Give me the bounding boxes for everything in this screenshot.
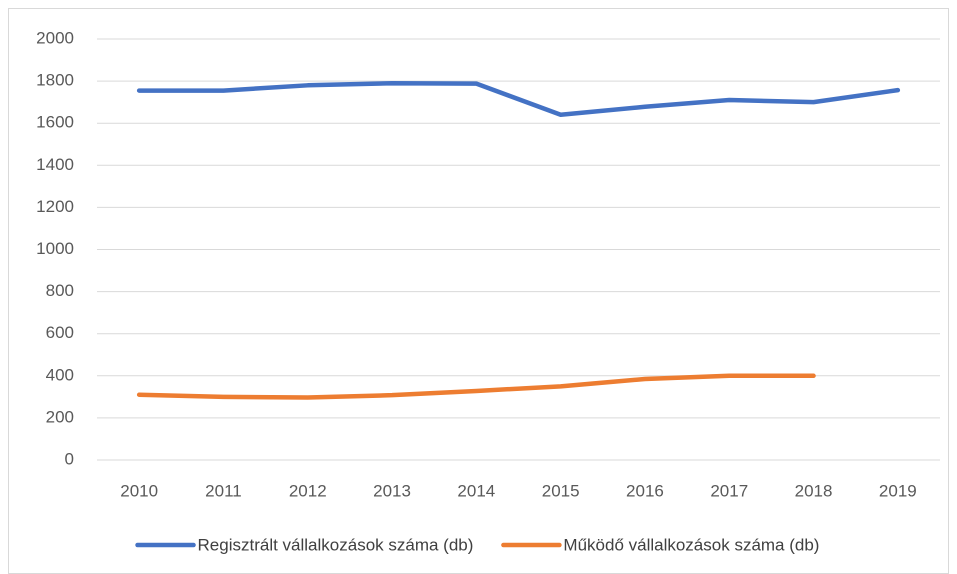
- legend-item: Regisztrált vállalkozások száma (db): [135, 535, 474, 554]
- x-tick-label: 2013: [373, 481, 411, 500]
- x-tick-label: 2011: [205, 481, 242, 500]
- y-tick-label: 1200: [36, 197, 74, 216]
- y-tick-label: 2000: [36, 28, 74, 47]
- y-tick-label: 200: [46, 407, 74, 426]
- y-tick-label: 400: [46, 365, 74, 384]
- legend: Regisztrált vállalkozások száma (db) Műkö…: [135, 535, 819, 554]
- series-line: [136, 373, 816, 400]
- x-tick-label: 2010: [120, 481, 158, 500]
- legend-label: Működő vállalkozások száma (db): [563, 535, 819, 554]
- y-tick-label: 800: [46, 281, 74, 300]
- x-tick-label: 2017: [710, 481, 748, 500]
- y-tick-label: 1800: [36, 71, 74, 90]
- x-tick-label: 2014: [457, 481, 495, 500]
- y-tick-label: 1400: [36, 155, 74, 174]
- y-tick-label: 0: [65, 449, 74, 468]
- x-tick-label: 2019: [879, 481, 917, 500]
- legend-label: Regisztrált vállalkozások száma (db): [198, 535, 474, 554]
- legend-item: Működő vállalkozások száma (db): [501, 535, 819, 554]
- x-tick-label: 2018: [795, 481, 833, 500]
- x-tick-label: 2016: [626, 481, 664, 500]
- series-line: [136, 80, 901, 118]
- y-tick-label: 1000: [36, 239, 74, 258]
- x-tick-label: 2012: [289, 481, 327, 500]
- y-tick-label: 600: [46, 323, 74, 342]
- x-tick-label: 2015: [542, 481, 580, 500]
- y-tick-label: 1600: [36, 113, 74, 132]
